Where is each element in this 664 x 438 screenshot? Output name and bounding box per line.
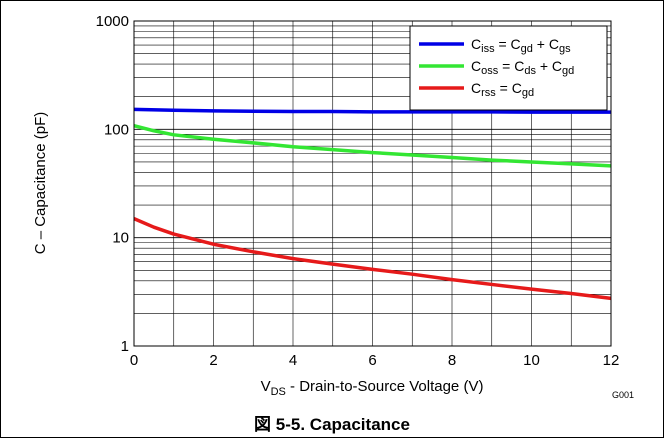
legend-label-1: Ciss = Cgd + Cgs [471,36,571,55]
x-tick-label: 0 [130,352,138,369]
grid [134,21,611,346]
x-tick-label: 4 [289,352,297,369]
legend-box [409,25,608,111]
series-line-3 [133,216,612,301]
tick-labels: 0 2 4 6 8 10 12 1 10 100 1000 [96,13,620,369]
x-tick-label: 10 [523,352,540,369]
figure-code-label: G001 [612,390,635,400]
legend-label-3: Crss = Cgd [471,80,534,99]
series-line-2 [133,124,612,168]
series-lines [133,107,612,301]
legend: Ciss = Cgd + Cgs Coss = Cds + Cgd Crss = C… [409,25,608,111]
x-tick-label: 6 [368,352,376,369]
legend-label-2: Coss = Cds + Cgd [471,58,574,77]
x-tick-label: 8 [448,352,456,369]
y-tick-label: 100 [104,121,129,138]
x-axis-label: VDS - Drain-to-Source Voltage (V) [261,378,484,398]
figure-caption: 図 5-5. Capacitance [254,415,410,434]
y-axis-label: C – Capacitance (pF) [32,112,49,255]
x-tick-label: 2 [209,352,217,369]
plot-area-border [133,20,612,347]
y-tick-label: 10 [112,230,129,247]
y-tick-label: 1 [121,338,129,355]
y-tick-label: 1000 [96,13,129,30]
x-tick-label: 12 [603,352,620,369]
series-line-1 [133,107,611,114]
